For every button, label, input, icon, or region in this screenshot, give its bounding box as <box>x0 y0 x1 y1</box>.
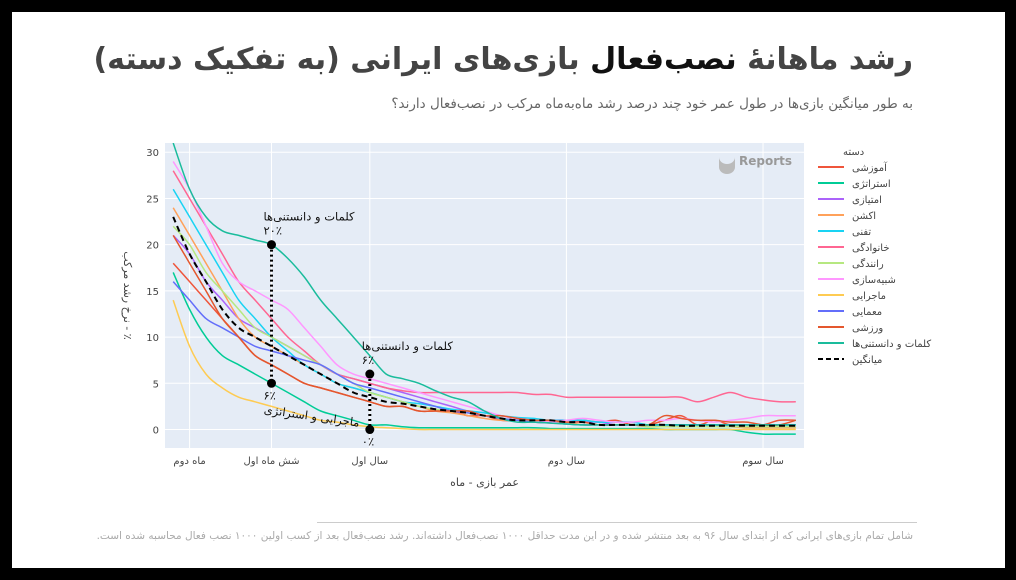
y-axis-title: ٪ - نرخ رشد مرکب <box>121 251 134 339</box>
legend-label-1: استراتژی <box>852 179 891 190</box>
y-tick-label: 15 <box>146 287 159 298</box>
legend-label-0: آموزشی <box>852 161 888 174</box>
page-title: رشد ماهانهٔ نصب‌فعال بازی‌های ایرانی (به… <box>93 42 913 77</box>
x-axis-title: عمر بازی - ماه <box>450 476 519 489</box>
legend-label-5: خانوادگی <box>852 242 890 254</box>
annotation-top-label-0-1: ۲۰٪ <box>264 224 283 238</box>
footnote-divider <box>317 522 917 523</box>
footnote: شامل تمام بازی‌های ایرانی که از ابتدای س… <box>96 530 913 542</box>
y-tick-label: 5 <box>153 379 159 390</box>
series-lines <box>172 143 797 435</box>
annotation-top-label-0-0: کلمات و دانستنی‌ها <box>264 210 356 225</box>
x-tick-label: سال سوم <box>742 456 784 467</box>
y-tick-label: 10 <box>146 333 159 344</box>
annotation-top-label-1-1: ۶٪ <box>362 353 374 367</box>
legend-label-3: اکشن <box>852 211 876 222</box>
annotation-bottom-label-0-0: ۶٪ <box>264 388 276 402</box>
legend-label-4: تفنی <box>852 227 871 238</box>
legend-label-8: ماجرایی <box>852 291 886 302</box>
title-highlight: نصب‌فعال <box>590 42 737 77</box>
y-tick-label: 25 <box>146 194 159 205</box>
legend-label-2: امتیازی <box>852 195 882 206</box>
y-tick-label: 30 <box>146 148 159 159</box>
x-tick-label: سال دوم <box>548 456 585 467</box>
x-tick-label: سال اول <box>351 456 388 467</box>
annotation-point-bottom-1 <box>365 425 375 435</box>
legend-title: دسته <box>843 147 864 158</box>
growth-line-chart: 0 5 10 15 20 25 30 ماه دوم شش ماه اول سال اول سال … <box>121 143 931 489</box>
plot-area <box>165 143 804 448</box>
title-part1: رشد ماهانهٔ <box>747 42 913 77</box>
chart-card: رشد ماهانهٔ نصب‌فعال بازی‌های ایرانی (به… <box>12 12 1005 568</box>
series-line-8 <box>172 299 796 431</box>
legend-label-11: کلمات و دانستنی‌ها <box>852 339 931 350</box>
x-tick-label: ماه دوم <box>173 456 205 467</box>
y-tick-label: 0 <box>153 426 159 437</box>
legend-label-12: میانگین <box>852 354 882 366</box>
annotation-point-bottom-0 <box>267 378 276 388</box>
legend-label-9: معمایی <box>852 307 882 318</box>
annotation-point-top-0 <box>267 240 276 250</box>
series-line-12 <box>172 216 796 427</box>
x-tick-label: شش ماه اول <box>243 456 299 467</box>
watermark-text: Reports <box>739 154 792 168</box>
annotation-point-top-1 <box>365 369 375 379</box>
annotation-top-label-1-0: کلمات و دانستنی‌ها <box>362 339 454 354</box>
legend-label-7: شبیه‌سازی <box>852 275 896 286</box>
page-subtitle: به طور میانگین بازی‌ها در طول عمر خود چن… <box>391 96 913 112</box>
y-tick-label: 20 <box>146 241 159 252</box>
watermark-icon <box>719 157 735 174</box>
series-line-5 <box>172 170 796 403</box>
annotation-bottom-label-1-0: ۰٪ <box>362 435 374 449</box>
legend-label-10: ورزشی <box>852 323 883 334</box>
watermark: Reports <box>719 154 792 174</box>
legend-label-6: رانندگی <box>852 258 884 270</box>
title-part2: بازی‌های ایرانی (به تفکیک دسته) <box>93 42 580 77</box>
